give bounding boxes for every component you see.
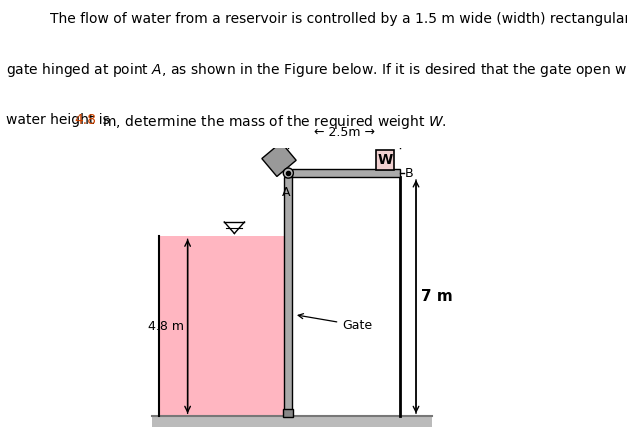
Circle shape	[283, 168, 293, 178]
Bar	[159, 236, 285, 416]
Bar	[152, 416, 432, 427]
Text: The flow of water from a reservoir is controlled by a 1.5 m wide (width) rectang: The flow of water from a reservoir is co…	[50, 12, 627, 26]
Bar	[283, 409, 293, 417]
Text: 7 m: 7 m	[421, 289, 453, 304]
Text: m, determine the mass of the required weight $W$.: m, determine the mass of the required we…	[98, 113, 447, 131]
Bar	[285, 177, 292, 416]
Text: 4.8: 4.8	[74, 113, 96, 127]
Text: B: B	[405, 167, 414, 180]
Text: Gate: Gate	[298, 313, 372, 332]
Text: gate hinged at point $A$, as shown in the Figure below. If it is desired that th: gate hinged at point $A$, as shown in th…	[6, 61, 627, 79]
Text: ← 2.5m →: ← 2.5m →	[314, 126, 374, 139]
Polygon shape	[262, 143, 296, 177]
Text: 4.8 m: 4.8 m	[148, 320, 184, 333]
Text: W: W	[378, 153, 393, 167]
Bar	[292, 169, 400, 177]
Bar	[376, 150, 394, 170]
Text: A: A	[282, 186, 291, 199]
Text: water height is: water height is	[6, 113, 114, 127]
